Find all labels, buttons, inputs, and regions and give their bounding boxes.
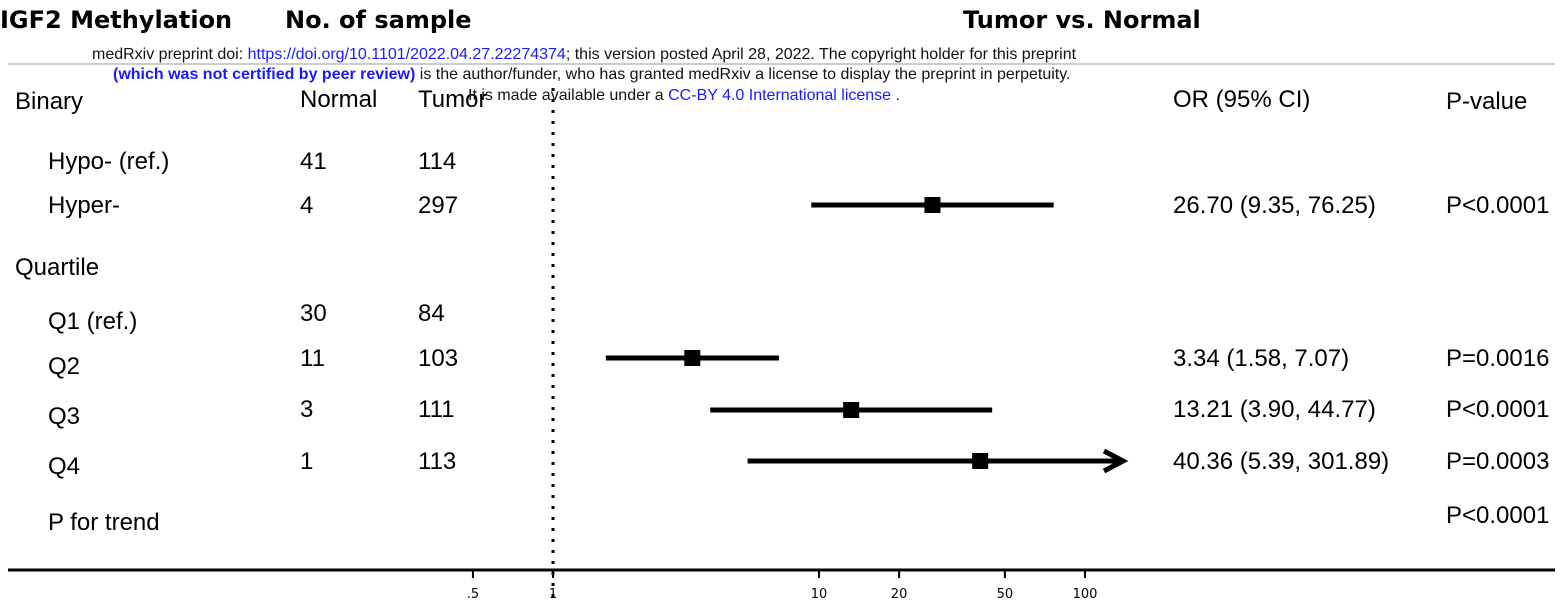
cell-normal-hypo: 41 xyxy=(300,148,327,175)
col-header-samples: No. of sample xyxy=(285,6,472,34)
col-or-ci: OR (95% CI) xyxy=(1173,86,1311,113)
or-point xyxy=(684,350,701,366)
cell-tumor-q3: 111 xyxy=(418,396,455,423)
cell-normal-hyper: 4 xyxy=(300,192,314,219)
cell-or-hyper: 26.70 (9.35, 76.25) xyxy=(1173,192,1376,219)
row-label-quartile: Quartile xyxy=(15,254,100,281)
cell-or-q4: 40.36 (5.39, 301.89) xyxy=(1173,448,1390,475)
row-label-hypo: Hypo- (ref.) xyxy=(48,148,170,175)
preprint-license-text: is the author/funder, who has granted me… xyxy=(415,66,1071,83)
or-point xyxy=(843,402,860,418)
col-normal: Normal xyxy=(300,86,378,113)
preprint-period: . xyxy=(891,87,900,104)
preprint-peer-review-note: (which was not certified by peer review) xyxy=(113,66,416,83)
forest-marks xyxy=(605,197,1129,474)
x-tick-label: 10 xyxy=(811,587,828,602)
preprint-cc-link[interactable]: CC-BY 4.0 International license xyxy=(668,87,892,104)
x-tick-label: 1 xyxy=(549,587,557,602)
row-label-trend: P for trend xyxy=(48,509,160,536)
ci-arrow xyxy=(1102,448,1129,474)
cell-normal-q4: 1 xyxy=(300,448,314,475)
cell-tumor-q2: 103 xyxy=(418,345,459,372)
x-tick-label: 50 xyxy=(997,587,1014,602)
preprint-line-3: It is made available under a CC-BY 4.0 I… xyxy=(468,87,900,105)
row-label-binary: Binary xyxy=(15,88,84,115)
preprint-doi-suffix: ; this version posted April 28, 2022. Th… xyxy=(565,46,1077,63)
cell-normal-q1: 30 xyxy=(300,300,327,327)
row-label-q1: Q1 (ref.) xyxy=(48,308,138,335)
col-pvalue: P-value xyxy=(1446,88,1528,115)
preprint-doi-link[interactable]: https://doi.org/10.1101/2022.04.27.22274… xyxy=(247,46,566,63)
cell-normal-q3: 3 xyxy=(300,396,314,423)
row-label-hyper: Hyper- xyxy=(48,192,121,219)
x-tick-label: .5 xyxy=(467,587,479,602)
preprint-available-text: It is made available under a xyxy=(468,87,669,104)
x-tick-label: 20 xyxy=(891,587,908,602)
preprint-line-1: medRxiv preprint doi: https://doi.org/10… xyxy=(92,46,1076,64)
cell-p-q3: P<0.0001 xyxy=(1446,396,1550,423)
row-label-q2: Q2 xyxy=(48,353,81,380)
cell-p-q4: P=0.0003 xyxy=(1446,448,1550,475)
x-axis-ticks: .5 1 10 20 50 100 xyxy=(467,570,1098,602)
col-header-methylation: IGF2 Methylation xyxy=(0,6,233,34)
cell-tumor-hyper: 297 xyxy=(418,192,459,219)
cell-p-hyper: P<0.0001 xyxy=(1446,192,1550,219)
cell-tumor-q4: 113 xyxy=(418,448,457,475)
cell-normal-q2: 11 xyxy=(300,345,325,372)
cell-or-q2: 3.34 (1.58, 7.07) xyxy=(1173,345,1350,372)
row-label-q4: Q4 xyxy=(48,453,81,480)
plot-title: Tumor vs. Normal xyxy=(963,6,1201,34)
or-point xyxy=(972,453,989,469)
cell-tumor-hypo: 114 xyxy=(418,148,457,175)
cell-p-trend: P<0.0001 xyxy=(1446,502,1550,529)
cell-tumor-q1: 84 xyxy=(418,300,445,327)
preprint-doi-prefix: medRxiv preprint doi: xyxy=(92,46,248,63)
row-label-q3: Q3 xyxy=(48,403,81,430)
x-tick-label: 100 xyxy=(1073,587,1098,602)
cell-p-q2: P=0.0016 xyxy=(1446,345,1550,372)
or-point xyxy=(924,197,941,213)
cell-or-q3: 13.21 (3.90, 44.77) xyxy=(1173,396,1376,423)
col-tumor: Tumor xyxy=(418,86,487,113)
preprint-line-2: (which was not certified by peer review)… xyxy=(113,66,1071,84)
